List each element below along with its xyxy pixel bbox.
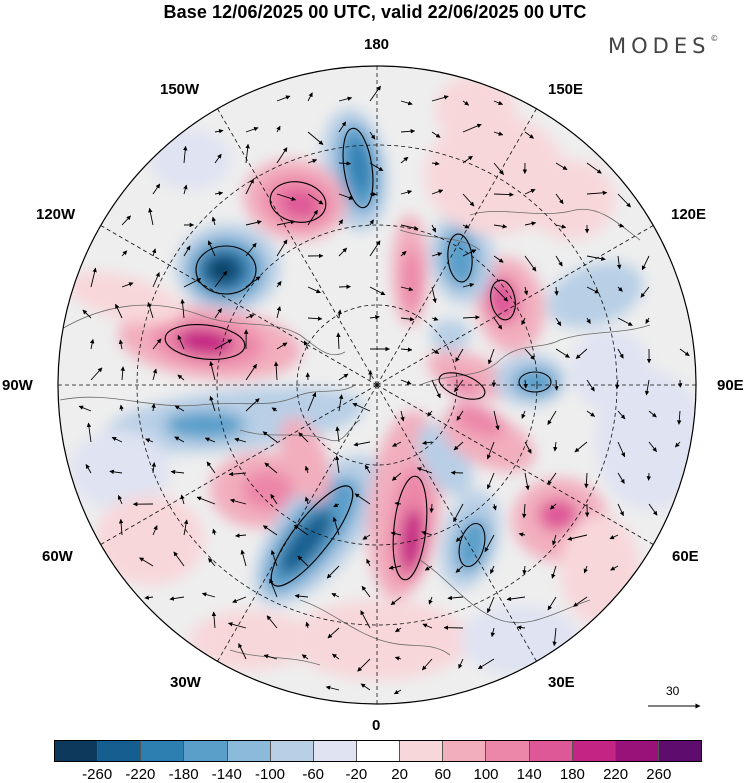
colorbar-bin xyxy=(97,741,140,761)
anomaly-blob xyxy=(570,330,650,410)
wind-vector xyxy=(370,371,371,380)
colorbar-tick-label: -140 xyxy=(212,766,242,783)
colorbar-tick-label: 140 xyxy=(517,766,542,783)
lon-label-90e: 90E xyxy=(717,377,744,394)
anomaly-blob xyxy=(165,411,245,439)
colorbar-tick-label: 180 xyxy=(560,766,585,783)
anomaly-blob xyxy=(560,515,640,625)
colorbar-bin xyxy=(183,741,226,761)
colorbar-tick-label: 100 xyxy=(473,766,498,783)
colorbar-bin xyxy=(399,741,442,761)
reference-vector-label: 30 xyxy=(666,684,679,698)
colorbar-bin xyxy=(658,741,701,761)
colorbar-tick-label: 220 xyxy=(603,766,628,783)
lon-label-60w: 60W xyxy=(42,548,73,565)
colorbar-bin xyxy=(485,741,528,761)
colorbar-bin xyxy=(529,741,572,761)
colorbar-bin xyxy=(615,741,658,761)
colorbar-tick-label: -260 xyxy=(82,766,112,783)
page-title: Base 12/06/2025 00 UTC, valid 22/06/2025… xyxy=(0,2,750,23)
wind-vector xyxy=(370,194,376,195)
anomaly-blob xyxy=(190,610,310,670)
anomaly-blob xyxy=(538,499,578,531)
colorbar-bin xyxy=(55,741,97,761)
anomaly-blob xyxy=(525,160,615,240)
colorbar-bin xyxy=(140,741,183,761)
lon-label-60e: 60E xyxy=(672,548,699,565)
lon-label-150w: 150W xyxy=(160,81,199,98)
lon-label-150e: 150E xyxy=(548,81,583,98)
lon-label-0: 0 xyxy=(372,717,380,734)
colorbar-bin xyxy=(270,741,313,761)
anomaly-blob xyxy=(242,470,294,510)
lon-label-30e: 30E xyxy=(548,674,575,691)
anomaly-blob xyxy=(460,605,580,675)
colorbar-tick-label: 20 xyxy=(391,766,408,783)
lon-label-120e: 120E xyxy=(671,206,706,223)
colorbar-bin xyxy=(442,741,485,761)
colorbar xyxy=(54,740,702,762)
colorbar-bin xyxy=(572,741,615,761)
lon-label-120w: 120W xyxy=(36,206,75,223)
colorbar-bin xyxy=(227,741,270,761)
logo-text: MODES xyxy=(608,34,710,58)
lon-label-30w: 30W xyxy=(170,674,201,691)
colorbar-tick-label: 60 xyxy=(434,766,451,783)
colorbar-tick-label: 260 xyxy=(646,766,671,783)
colorbar-bin xyxy=(356,741,399,761)
lon-label-180: 180 xyxy=(364,36,389,53)
colorbar-tick-label: -60 xyxy=(302,766,324,783)
colorbar-tick-label: -180 xyxy=(169,766,199,783)
colorbar-bin xyxy=(313,741,356,761)
anomaly-blob xyxy=(95,495,205,585)
colorbar-tick-label: -100 xyxy=(255,766,285,783)
polar-map xyxy=(0,0,750,783)
anomaly-blob xyxy=(150,130,230,190)
modes-logo: MODES© xyxy=(608,34,718,58)
anomaly-blob xyxy=(402,248,422,312)
colorbar-tick-label: -20 xyxy=(346,766,368,783)
colorbar-tick-label: -220 xyxy=(125,766,155,783)
anomaly-blob xyxy=(435,75,515,145)
lon-label-90w: 90W xyxy=(2,377,33,394)
logo-mark: © xyxy=(710,34,718,43)
